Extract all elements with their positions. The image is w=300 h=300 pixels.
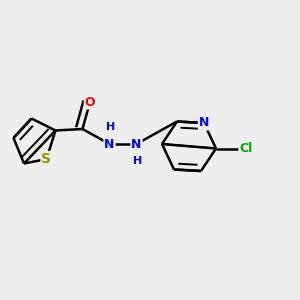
Text: Cl: Cl bbox=[239, 142, 253, 155]
Text: N: N bbox=[104, 137, 115, 151]
Text: H: H bbox=[106, 122, 116, 133]
Text: N: N bbox=[131, 137, 142, 151]
Text: H: H bbox=[134, 155, 142, 166]
Text: O: O bbox=[85, 95, 95, 109]
Text: N: N bbox=[199, 116, 209, 130]
Text: S: S bbox=[41, 152, 52, 166]
